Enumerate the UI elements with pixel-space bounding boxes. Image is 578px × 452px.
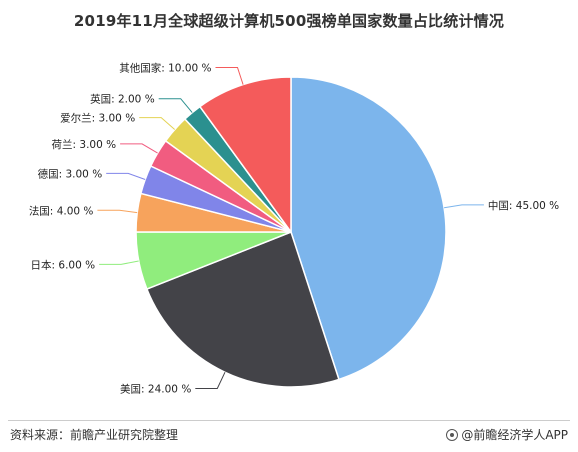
slice-label-1: 美国: 24.00 %: [120, 383, 191, 396]
slice-label-2: 日本: 6.00 %: [31, 258, 96, 271]
slice-label-7: 英国: 2.00 %: [90, 93, 155, 106]
source-note: 资料来源：前瞻产业研究院整理: [10, 428, 179, 442]
slice-labels: 中国: 45.00 % 美国: 24.00 % 日本: 6.00 % 法国: 4.00…: [29, 62, 559, 396]
leader-line-6: [139, 117, 176, 130]
brand-credit: @前瞻经济学人APP: [446, 426, 568, 443]
leader-line-7: [158, 98, 193, 113]
pie-slices: [135, 76, 447, 388]
chart-title: 2019年11月全球超级计算机500强榜单国家数量占比统计情况: [73, 12, 505, 30]
leader-line-8: [215, 67, 244, 85]
slice-label-8: 其他国家: 10.00 %: [119, 62, 211, 75]
leader-line-3: [97, 209, 138, 214]
leader-line-4: [106, 172, 146, 180]
brand-text: @前瞻经济学人APP: [461, 428, 568, 442]
leader-line-0: [444, 204, 484, 209]
slice-label-3: 法国: 4.00 %: [29, 204, 94, 217]
leader-line-2: [99, 260, 139, 265]
brand-logo-icon: [446, 428, 459, 441]
footer-divider: [8, 420, 570, 421]
leader-line-5: [120, 143, 158, 154]
slice-label-0: 中国: 45.00 %: [488, 199, 559, 212]
slice-label-4: 德国: 3.00 %: [38, 167, 103, 180]
slice-label-6: 爱尔兰: 3.00 %: [60, 112, 135, 125]
leader-line-1: [195, 371, 226, 389]
pie-slice-0: [290, 76, 447, 381]
leader-lines: [97, 67, 484, 389]
slice-label-5: 荷兰: 3.00 %: [52, 138, 117, 151]
